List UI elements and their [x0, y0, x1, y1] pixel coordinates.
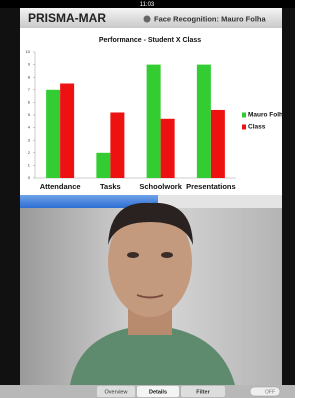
- bar: [147, 65, 161, 178]
- chart-title: Performance - Student X Class: [99, 37, 201, 44]
- eye: [127, 252, 139, 258]
- header-subtitle: Face Recognition: Mauro Folha: [154, 14, 267, 23]
- legend-label: Class: [248, 124, 266, 131]
- info-icon[interactable]: [144, 16, 151, 23]
- tab-label: Details: [149, 389, 167, 395]
- y-tick-label: 10: [26, 49, 31, 54]
- bar: [96, 153, 110, 178]
- legend-swatch: [242, 125, 246, 130]
- status-time: 11:03: [140, 2, 155, 8]
- photo: [20, 203, 282, 385]
- x-tick-label: Presentations: [186, 182, 236, 191]
- bar: [60, 84, 74, 179]
- tab-label: Filter: [196, 389, 210, 395]
- legend-swatch: [242, 113, 246, 118]
- toggle-label: OFF: [265, 389, 275, 395]
- x-tick-label: Attendance: [40, 182, 81, 191]
- side-left: [0, 8, 20, 385]
- bar: [110, 112, 124, 178]
- bar: [197, 65, 211, 178]
- bar: [211, 110, 225, 178]
- x-tick-label: Schoolwork: [139, 182, 182, 191]
- bar: [161, 119, 175, 178]
- app-name: PRISMA-MAR: [28, 11, 106, 25]
- side-right: [282, 8, 295, 385]
- x-tick-label: Tasks: [100, 182, 121, 191]
- legend-label: Mauro Folha: [248, 112, 287, 119]
- segment-right[interactable]: [158, 195, 282, 208]
- screen: 11:03 PRISMA-MAR Face Recognition: Mauro…: [0, 0, 295, 398]
- tab-label: Overview: [105, 389, 128, 395]
- eye: [161, 252, 173, 258]
- bar: [46, 90, 60, 178]
